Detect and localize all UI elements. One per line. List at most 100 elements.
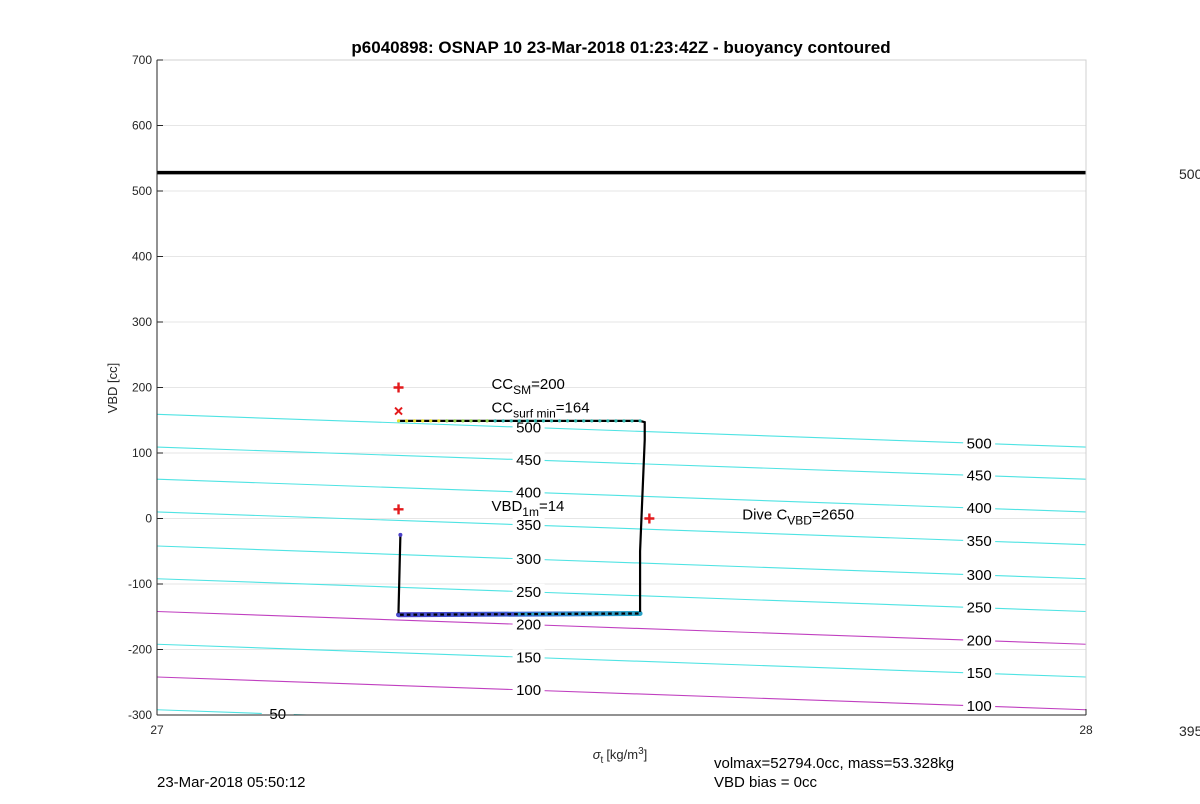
- x-tick-label: 28: [1079, 723, 1093, 737]
- x-marker: [394, 406, 403, 416]
- y-tick-label: -100: [128, 577, 152, 591]
- surface-point: [413, 419, 417, 423]
- contour-label-left: 450: [516, 452, 541, 469]
- x-axis-label-unit: [kg/m: [606, 747, 638, 762]
- surface-point: [517, 419, 521, 423]
- deep-point: [464, 612, 468, 617]
- footer-volmax: volmax=52794.0cc, mass=53.328kg: [714, 755, 954, 772]
- surface-point: [630, 419, 634, 423]
- surface-point: [590, 419, 594, 423]
- contour-label-right: 450: [967, 468, 992, 485]
- y-tick-label: 600: [132, 119, 152, 133]
- deep-point: [584, 612, 589, 616]
- deep-point: [611, 612, 615, 616]
- y-axis-label: VBD [cc]: [105, 363, 120, 414]
- deep-point: [457, 612, 461, 617]
- contour-line: [157, 413, 1086, 448]
- y-tick-label: 100: [132, 446, 152, 460]
- surface-point: [622, 419, 626, 423]
- y-axis-ticks: 700 600 500 400 300 200 100 0 -100 -200 -300: [128, 53, 163, 722]
- deep-point: [564, 612, 568, 616]
- surface-point: [501, 419, 505, 423]
- annotation-main: CC: [491, 376, 513, 393]
- deep-point: [638, 611, 642, 616]
- footer-date: 23-Mar-2018 05:50:12: [157, 774, 305, 791]
- contour-line: [157, 446, 1086, 480]
- surface-point: [493, 419, 497, 423]
- x-axis-label-unit-sup: 3: [638, 746, 644, 757]
- plus-marker: [393, 382, 404, 393]
- surface-point: [525, 419, 529, 423]
- y-tick-label: 300: [132, 315, 152, 329]
- contour-line: [157, 545, 1086, 580]
- contour-label-right: 250: [967, 600, 992, 617]
- x-axis-label-symbol: σ: [593, 747, 602, 762]
- deep-point: [524, 612, 528, 616]
- surface-point: [429, 419, 433, 423]
- annotation-main: CC: [491, 400, 513, 417]
- contour-line: [157, 610, 1086, 645]
- deep-point: [598, 612, 602, 616]
- annotation-main: Dive C: [742, 507, 787, 524]
- y-tick-label: 400: [132, 250, 152, 264]
- y-tick-label: 500: [132, 184, 152, 198]
- track-end-point: [398, 532, 403, 537]
- surface-point: [533, 419, 538, 423]
- deep-point: [437, 612, 441, 617]
- annotation-value: =164: [556, 400, 590, 417]
- buoyancy-contours: [157, 413, 1086, 715]
- surface-point: [566, 419, 570, 423]
- deep-point: [604, 612, 609, 616]
- deep-point: [571, 612, 575, 616]
- surface-point: [582, 419, 586, 423]
- surface-point: [461, 419, 465, 423]
- deep-point: [470, 612, 474, 616]
- contour-label-bg: [963, 467, 996, 484]
- annotation: VBD1m=14: [491, 498, 564, 519]
- contour-label-left: 200: [516, 617, 541, 634]
- annotation: CCSM=200: [491, 376, 564, 397]
- surface-point: [437, 419, 441, 423]
- contour-label-left: 350: [516, 517, 541, 534]
- annotation-value: =2650: [812, 507, 854, 524]
- contour-line: [157, 578, 1086, 613]
- surface-point: [453, 419, 457, 423]
- contour-line: [157, 478, 1086, 513]
- surface-point: [445, 419, 449, 423]
- dive-track-line: [397, 419, 646, 616]
- annotation: Dive CVBD=2650: [742, 507, 854, 528]
- surface-point: [574, 419, 578, 423]
- deep-point: [551, 612, 555, 616]
- surface-point: [614, 419, 618, 423]
- deep-point: [417, 613, 421, 617]
- y-tick-label: 0: [145, 512, 152, 526]
- dive-track: [396, 418, 646, 618]
- contour-label-left: 400: [516, 484, 541, 501]
- deep-point: [544, 612, 548, 616]
- contour-label-bg: [512, 649, 545, 666]
- contour-label-bg: [261, 706, 294, 723]
- contour-label-bg: [512, 616, 545, 633]
- surface-point: [485, 419, 489, 423]
- contour-label-left: 300: [516, 551, 541, 568]
- contour-label-bg: [963, 632, 996, 649]
- contour-label-left: 150: [516, 649, 541, 666]
- surface-point: [477, 419, 481, 423]
- contour-label-bg: [512, 484, 545, 501]
- contour-label-right: 100: [967, 698, 992, 715]
- annotation: CCsurf min=164: [491, 400, 589, 421]
- contour-label-bg: [963, 697, 996, 714]
- contour-label-bg: [512, 451, 545, 468]
- contour-label-right: 150: [967, 665, 992, 682]
- contour-label-bg: [512, 551, 545, 568]
- contour-label-bg: [963, 532, 996, 549]
- deep-point: [591, 612, 595, 616]
- contour-label-left: 500: [516, 419, 541, 436]
- annotation-subscript: surf min: [513, 407, 556, 421]
- deep-point: [396, 613, 401, 617]
- contour-label-right: 300: [967, 567, 992, 584]
- surface-point: [549, 419, 554, 423]
- deep-point: [484, 612, 488, 616]
- contour-label-bg: [512, 682, 545, 699]
